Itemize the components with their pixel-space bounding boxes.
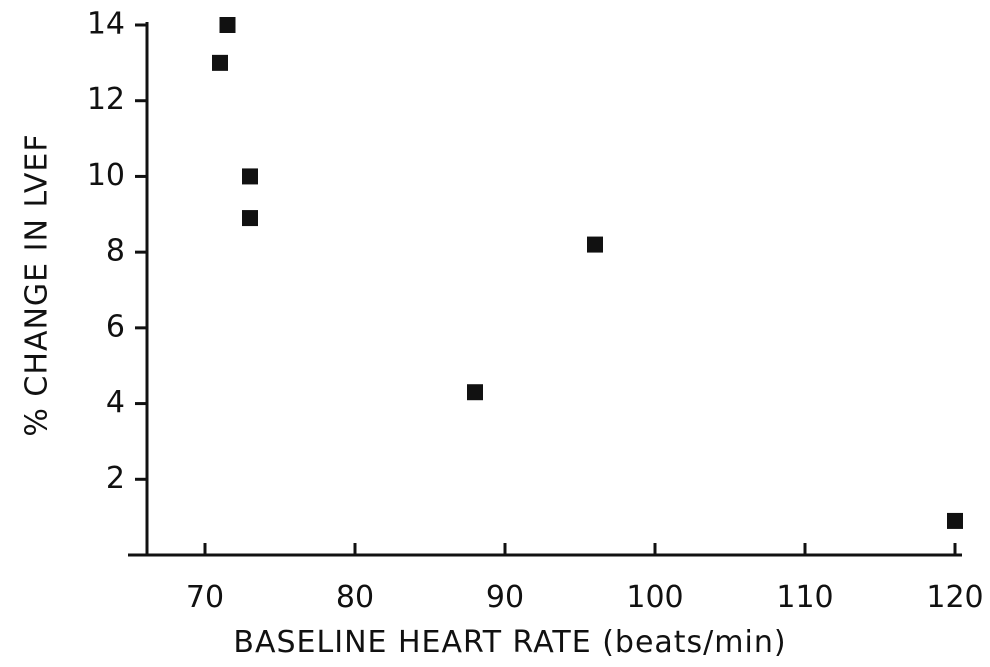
x-axis-ticks: 70 80 90 100 110 120 — [186, 543, 984, 615]
data-point — [467, 384, 483, 401]
data-point — [587, 236, 603, 253]
data-points — [212, 17, 963, 529]
y-tick-label: 2 — [106, 461, 125, 496]
data-point — [947, 512, 963, 529]
y-tick-label: 10 — [87, 158, 125, 193]
data-point — [242, 168, 258, 185]
y-axis-title: % CHANGE IN LVEF — [20, 133, 55, 436]
y-axis-ticks: 2 4 6 8 10 12 14 — [87, 7, 147, 496]
y-tick-label: 4 — [106, 385, 125, 420]
y-tick-label: 12 — [87, 82, 125, 117]
y-tick-label: 14 — [87, 7, 125, 42]
y-tick-label: 8 — [106, 234, 125, 269]
x-tick-label: 110 — [776, 580, 833, 615]
x-axis-title: BASELINE HEART RATE (beats/min) — [233, 625, 786, 660]
x-tick-label: 70 — [186, 580, 224, 615]
data-point — [242, 210, 258, 227]
data-point — [219, 17, 236, 33]
x-tick-label: 80 — [336, 580, 374, 615]
x-tick-label: 120 — [926, 580, 983, 615]
x-tick-label: 100 — [626, 580, 683, 615]
y-tick-label: 6 — [106, 309, 125, 344]
x-tick-label: 90 — [486, 580, 524, 615]
data-point — [212, 54, 228, 71]
